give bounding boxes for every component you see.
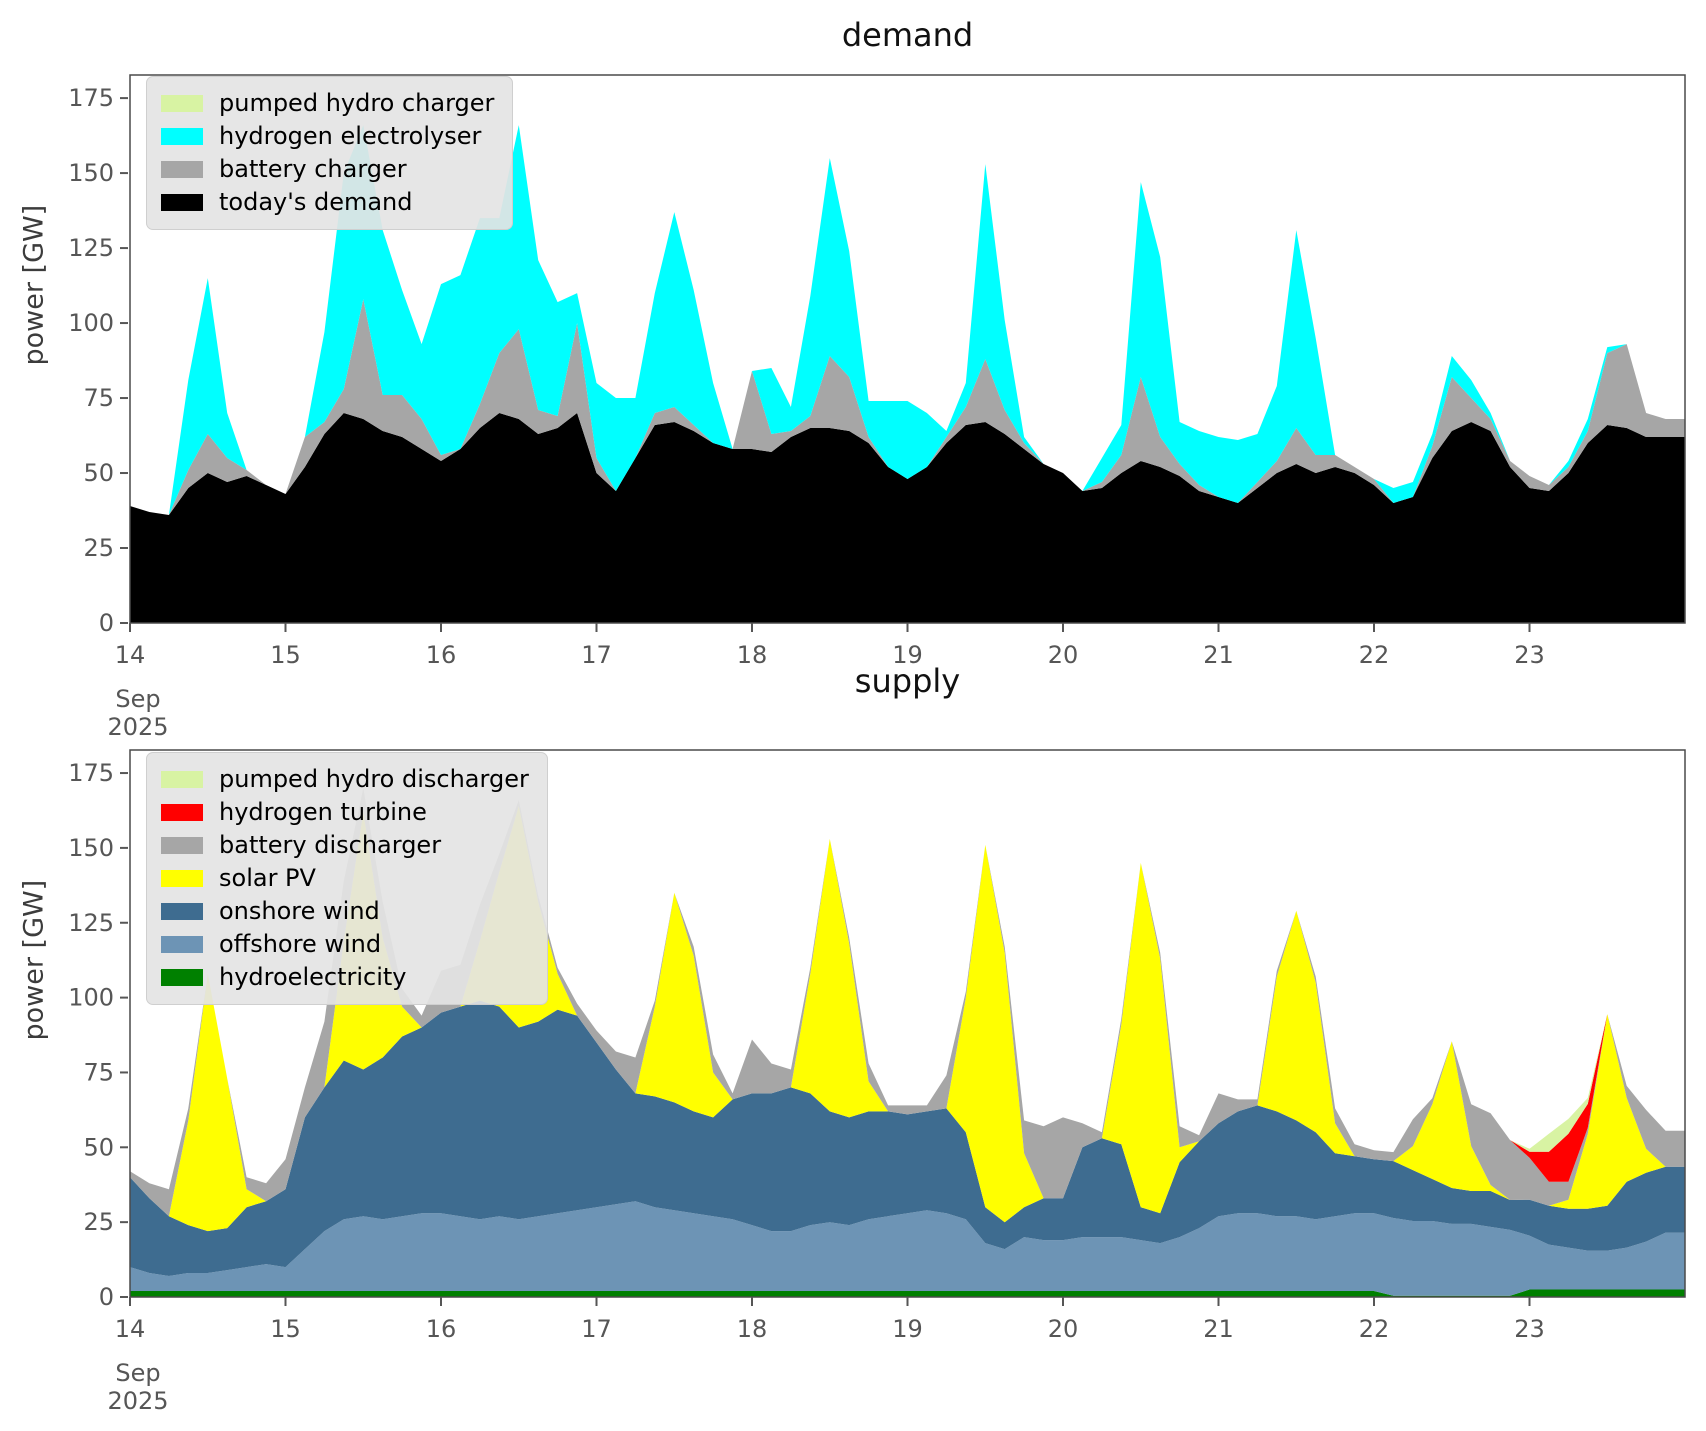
legend-item: pumped hydro discharger — [161, 763, 529, 796]
svg-text:18: 18 — [737, 641, 768, 669]
svg-text:20: 20 — [1048, 641, 1079, 669]
demand-legend: pumped hydro charger hydrogen electrolys… — [146, 76, 514, 230]
svg-text:2025: 2025 — [107, 1387, 168, 1415]
svg-text:0: 0 — [99, 609, 114, 637]
legend-item: solar PV — [161, 862, 529, 895]
legend-label: pumped hydro charger — [219, 89, 495, 117]
svg-text:17: 17 — [581, 641, 612, 669]
svg-text:Sep: Sep — [115, 1359, 160, 1387]
svg-text:175: 175 — [68, 84, 114, 112]
legend-item: battery charger — [161, 153, 494, 186]
svg-text:100: 100 — [68, 309, 114, 337]
svg-text:23: 23 — [1514, 641, 1545, 669]
svg-text:19: 19 — [892, 641, 923, 669]
legend-item: battery discharger — [161, 829, 529, 862]
svg-text:125: 125 — [68, 234, 114, 262]
svg-text:16: 16 — [426, 641, 457, 669]
area-pumped-hydro-discharger — [130, 788, 1685, 1190]
svg-text:175: 175 — [68, 759, 114, 787]
svg-text:150: 150 — [68, 159, 114, 187]
demand-y-axis-label: power [GW] — [18, 204, 50, 366]
legend-label: solar PV — [219, 864, 316, 892]
svg-text:21: 21 — [1203, 641, 1234, 669]
area-onshore-wind — [130, 1000, 1685, 1276]
legend-label: battery discharger — [219, 831, 442, 859]
battery-charger-swatch — [161, 161, 203, 178]
legend-item: hydroelectricity — [161, 961, 529, 994]
svg-text:50: 50 — [83, 459, 114, 487]
battery-discharger-swatch — [161, 837, 203, 854]
area-offshore-wind — [130, 1201, 1685, 1296]
area-today-s-demand — [130, 413, 1685, 623]
legend-item: offshore wind — [161, 928, 529, 961]
svg-text:125: 125 — [68, 909, 114, 937]
supply-y-axis-label: power [GW] — [18, 879, 50, 1041]
svg-text:18: 18 — [737, 1315, 768, 1343]
supply-legend: pumped hydro discharger hydrogen turbine… — [146, 752, 548, 1005]
svg-text:150: 150 — [68, 834, 114, 862]
svg-text:75: 75 — [83, 1058, 114, 1086]
legend-item: hydrogen turbine — [161, 796, 529, 829]
legend-label: hydrogen electrolyser — [219, 122, 482, 150]
todays-demand-swatch — [161, 194, 203, 211]
legend-label: onshore wind — [219, 897, 380, 925]
legend-label: hydrogen turbine — [219, 798, 427, 826]
supply-chart-title: supply — [854, 662, 961, 700]
area-hydrogen-electrolyser — [130, 125, 1685, 515]
legend-label: hydroelectricity — [219, 963, 407, 991]
legend-label: pumped hydro discharger — [219, 765, 529, 793]
legend-item: hydrogen electrolyser — [161, 120, 494, 153]
offshore-wind-swatch — [161, 936, 203, 953]
svg-text:15: 15 — [270, 1315, 301, 1343]
svg-text:100: 100 — [68, 984, 114, 1012]
hydrogen-electrolyser-swatch — [161, 128, 203, 145]
svg-text:0: 0 — [99, 1283, 114, 1311]
area-hydroelectricity — [130, 1289, 1685, 1297]
svg-text:23: 23 — [1514, 1315, 1545, 1343]
demand-chart-title: demand — [841, 16, 974, 54]
area-battery-charger — [130, 299, 1685, 515]
svg-text:Sep: Sep — [115, 685, 160, 713]
legend-item: onshore wind — [161, 895, 529, 928]
svg-text:25: 25 — [83, 1208, 114, 1236]
svg-text:22: 22 — [1359, 641, 1390, 669]
legend-item: pumped hydro charger — [161, 87, 494, 120]
legend-label: battery charger — [219, 155, 407, 183]
svg-text:75: 75 — [83, 384, 114, 412]
pumped-hydro-charger-swatch — [161, 95, 203, 112]
legend-label: offshore wind — [219, 930, 382, 958]
svg-text:17: 17 — [581, 1315, 612, 1343]
svg-text:14: 14 — [115, 641, 146, 669]
svg-text:21: 21 — [1203, 1315, 1234, 1343]
onshore-wind-swatch — [161, 903, 203, 920]
svg-text:2025: 2025 — [107, 713, 168, 741]
svg-text:15: 15 — [270, 641, 301, 669]
legend-label: today's demand — [219, 188, 413, 216]
pumped-hydro-discharger-swatch — [161, 771, 203, 788]
hydroelectricity-swatch — [161, 969, 203, 986]
svg-text:16: 16 — [426, 1315, 457, 1343]
solar-pv-swatch — [161, 870, 203, 887]
svg-text:22: 22 — [1359, 1315, 1390, 1343]
svg-text:20: 20 — [1048, 1315, 1079, 1343]
svg-text:19: 19 — [892, 1315, 923, 1343]
svg-text:14: 14 — [115, 1315, 146, 1343]
svg-text:50: 50 — [83, 1133, 114, 1161]
hydrogen-turbine-swatch — [161, 804, 203, 821]
legend-item: today's demand — [161, 186, 494, 219]
svg-text:25: 25 — [83, 534, 114, 562]
